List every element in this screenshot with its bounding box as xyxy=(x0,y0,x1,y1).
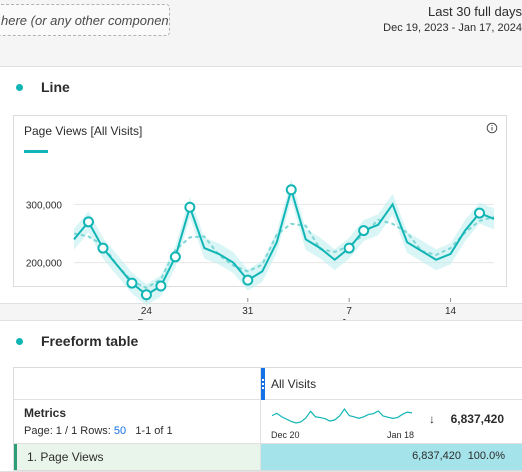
freeform-table-panel: Freeform table All Visits Metrics Page: … xyxy=(0,320,522,472)
column-total: 6,837,420 xyxy=(450,412,504,426)
panel-dot-icon xyxy=(16,337,23,345)
x-tick-label: 7 xyxy=(346,306,352,317)
drop-zone[interactable]: here (or any other component) xyxy=(0,4,170,36)
date-range-dates: Dec 19, 2023 - Jan 17, 2024 xyxy=(383,22,522,34)
line-panel: Line Page Views [All Visits] 300,000 200,… xyxy=(0,66,522,329)
line-panel-header[interactable]: Line xyxy=(0,67,522,107)
x-tick-label: 24 xyxy=(141,306,153,317)
y-tick-label: 200,000 xyxy=(26,259,63,270)
line-panel-title: Line xyxy=(41,79,70,95)
data-point xyxy=(140,289,152,301)
pager-prefix: Page: 1 / 1 Rows: xyxy=(24,425,111,437)
data-point xyxy=(474,207,486,219)
sparkline-end-label: Jan 18 xyxy=(387,430,415,440)
sparkline-path xyxy=(271,407,413,424)
data-point xyxy=(358,225,370,237)
table-panel-header[interactable]: Freeform table xyxy=(0,321,522,361)
row-percent: 100.0% xyxy=(467,450,505,462)
data-point xyxy=(242,274,254,286)
panel-dot-icon xyxy=(16,83,23,91)
column-drag-handle[interactable] xyxy=(261,368,265,400)
date-range-picker[interactable]: Last 30 full days Dec 19, 2023 - Jan 17,… xyxy=(383,4,522,34)
metrics-row: Metrics Page: 1 / 1 Rows: 50 1-1 of 1 De… xyxy=(14,400,522,444)
column-header-row: All Visits xyxy=(14,368,522,400)
row-value-cell: 6,837,420 100.0% xyxy=(261,444,522,470)
row-label: 1. Page Views xyxy=(27,450,104,464)
data-point xyxy=(97,242,109,254)
sparkline xyxy=(271,407,413,424)
data-point xyxy=(82,216,94,228)
table-row[interactable]: 1. Page Views 6,837,420 100.0% xyxy=(14,444,522,470)
data-point xyxy=(184,201,196,213)
x-tick-label: 14 xyxy=(445,306,457,317)
data-point xyxy=(155,280,167,292)
column-header-all-visits[interactable]: All Visits xyxy=(271,377,317,391)
line-chart-card: Page Views [All Visits] 300,000 200,000 24… xyxy=(13,115,507,329)
sort-arrow-icon[interactable]: ↓ xyxy=(429,412,435,426)
data-point xyxy=(126,277,138,289)
row-value: 6,837,420 xyxy=(412,450,461,462)
y-tick-label: 300,000 xyxy=(26,200,63,211)
rows-per-page-select[interactable]: 50 xyxy=(113,425,127,437)
metrics-label: Metrics xyxy=(24,406,67,420)
data-point xyxy=(343,242,355,254)
pager-range: 1-1 of 1 xyxy=(135,425,173,437)
info-icon[interactable] xyxy=(486,122,498,134)
column-divider xyxy=(260,368,261,470)
data-point xyxy=(285,184,297,196)
legend-swatch xyxy=(24,150,48,153)
table-panel-title: Freeform table xyxy=(41,333,139,349)
sparkline-start-label: Dec 20 xyxy=(271,430,300,440)
date-range-title: Last 30 full days xyxy=(428,4,522,19)
pagination: Page: 1 / 1 Rows: 50 1-1 of 1 xyxy=(24,425,173,437)
row-label-cell: 1. Page Views xyxy=(14,444,260,470)
freeform-table: All Visits Metrics Page: 1 / 1 Rows: 50 … xyxy=(13,367,522,471)
chart-title: Page Views [All Visits] xyxy=(24,124,143,138)
data-point xyxy=(169,251,181,263)
drop-zone-text: here (or any other component) xyxy=(1,12,170,28)
x-tick-label: 31 xyxy=(242,306,254,317)
